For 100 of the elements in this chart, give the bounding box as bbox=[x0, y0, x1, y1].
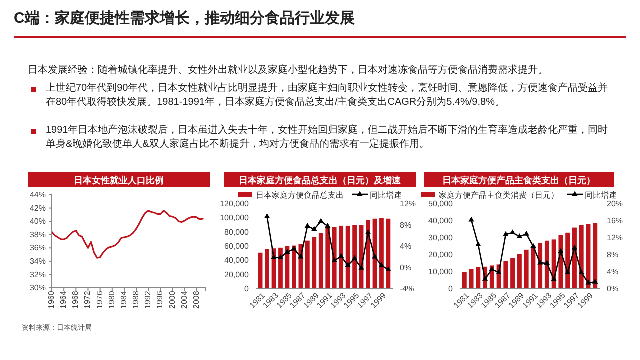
bar bbox=[469, 269, 474, 289]
x-tick-label: 2004 bbox=[180, 290, 189, 309]
y-tick-label: 120,000 bbox=[220, 200, 250, 209]
x-tick-label: 1984 bbox=[119, 290, 128, 309]
y-tick-label: 60,000 bbox=[224, 242, 250, 252]
bar bbox=[510, 258, 516, 289]
bar bbox=[332, 227, 337, 289]
x-tick-label: 1960 bbox=[47, 290, 56, 309]
point bbox=[510, 230, 516, 235]
y-tick-label: 36% bbox=[30, 244, 46, 253]
y2-tick-label: 12% bbox=[400, 200, 416, 209]
x-tick-label: 1988 bbox=[132, 290, 141, 309]
bar bbox=[312, 237, 317, 289]
y2-tick-label: 16% bbox=[607, 216, 624, 226]
y-tick-label: 30,000 bbox=[428, 234, 454, 243]
bar bbox=[318, 233, 324, 289]
bar bbox=[593, 223, 598, 289]
point bbox=[284, 249, 290, 254]
point bbox=[358, 265, 364, 270]
point bbox=[352, 255, 358, 260]
x-tick-label: 1992 bbox=[144, 290, 153, 309]
y-tick-label: 42% bbox=[30, 204, 46, 213]
bar bbox=[517, 254, 522, 289]
point bbox=[264, 213, 270, 218]
point bbox=[592, 278, 598, 284]
x-tick-label: 1980 bbox=[107, 290, 116, 309]
y-tick-label: 20,000 bbox=[428, 250, 454, 260]
y2-tick-label: 8% bbox=[607, 250, 619, 260]
x-tick-label: 2008 bbox=[192, 290, 201, 309]
y2-tick-label: 20% bbox=[607, 200, 624, 209]
point bbox=[318, 218, 324, 224]
point bbox=[489, 266, 496, 272]
bar bbox=[544, 240, 550, 289]
y-tick-label: 38% bbox=[30, 230, 46, 240]
bar bbox=[346, 226, 350, 289]
y-tick-label: 40% bbox=[30, 217, 46, 226]
point bbox=[372, 254, 378, 259]
x-tick-label: 1972 bbox=[83, 290, 92, 309]
bar bbox=[476, 267, 481, 289]
y-tick-label: 0 bbox=[448, 284, 454, 294]
y2-tick-label: 0% bbox=[400, 263, 412, 272]
x-tick-label: 1976 bbox=[95, 290, 104, 309]
point bbox=[278, 254, 284, 260]
point bbox=[476, 242, 482, 246]
bar bbox=[586, 224, 591, 289]
point bbox=[298, 254, 304, 259]
y-tick-label: 50,000 bbox=[428, 200, 454, 209]
point bbox=[386, 266, 392, 272]
x-tick-label: 1968 bbox=[71, 290, 80, 309]
point bbox=[516, 233, 523, 238]
point bbox=[572, 244, 578, 250]
x-tick-label: 1996 bbox=[156, 290, 165, 309]
point bbox=[578, 270, 584, 274]
point bbox=[325, 223, 331, 228]
y-tick-label: 44% bbox=[30, 190, 46, 200]
bar bbox=[305, 240, 310, 289]
y2-tick-label: 4% bbox=[607, 268, 619, 277]
bar bbox=[524, 250, 529, 289]
point bbox=[537, 260, 544, 265]
x-tick-label: 2000 bbox=[168, 290, 177, 309]
y2-tick-label: 4% bbox=[400, 242, 412, 252]
y-tick-label: 20,000 bbox=[224, 270, 250, 280]
chart-title: 日本女性就业人口比例 bbox=[74, 176, 164, 186]
point bbox=[524, 230, 530, 236]
point bbox=[378, 262, 385, 268]
bar bbox=[579, 225, 584, 289]
point bbox=[586, 280, 592, 285]
y2-tick-label: -4% bbox=[400, 284, 414, 294]
bar bbox=[380, 218, 384, 289]
text: 1991年日本地产泡沫破裂后，日本虽进入失去十年，女性开始回归家庭，但二战开始后不断下滑的生育率造成老龄化严重，同时单身&晚婚化致使单人&双人家庭占比不断提升，均对方便食品的需求有一定提振作用。 bbox=[46, 124, 610, 152]
point bbox=[345, 262, 351, 268]
line-series bbox=[51, 210, 204, 259]
point bbox=[551, 276, 557, 282]
bar bbox=[504, 261, 508, 289]
y-tick-label: 100,000 bbox=[220, 214, 250, 223]
y2-tick-label: 8% bbox=[400, 220, 412, 230]
y2-tick-label: 12% bbox=[607, 234, 624, 243]
point bbox=[530, 243, 536, 248]
text: C端：家庭便捷性需求增长，推动细分食品行业发展 bbox=[14, 9, 355, 28]
y-tick-label: 40,000 bbox=[428, 216, 454, 226]
bar bbox=[258, 252, 263, 289]
point bbox=[271, 254, 277, 260]
bar bbox=[265, 249, 270, 289]
bar bbox=[352, 225, 357, 289]
y-tick-label: 80,000 bbox=[224, 228, 250, 237]
point bbox=[332, 258, 338, 262]
point bbox=[468, 216, 474, 222]
bar bbox=[531, 246, 536, 289]
text: 上世纪70年代到90年代，日本女性就业占比明显提升，由家庭主妇向职业女性转变，烹饪时间、意愿降低，方便速食产品受益并在80年代取得较快发展。1981-1991年，日本家庭方便食品总支出/主食类支出CAGR分别为5.4%/9.8%。 bbox=[46, 82, 610, 110]
y-tick-label: 10,000 bbox=[428, 268, 454, 277]
bar bbox=[278, 248, 283, 289]
bar bbox=[292, 246, 296, 289]
point bbox=[291, 246, 298, 251]
bar bbox=[326, 228, 330, 289]
y-tick-label: 32% bbox=[30, 270, 46, 280]
point bbox=[312, 226, 318, 232]
y-tick-label: 30% bbox=[30, 284, 46, 293]
bar bbox=[339, 226, 344, 289]
bar bbox=[462, 272, 467, 289]
x-tick-label: 1964 bbox=[59, 290, 68, 309]
